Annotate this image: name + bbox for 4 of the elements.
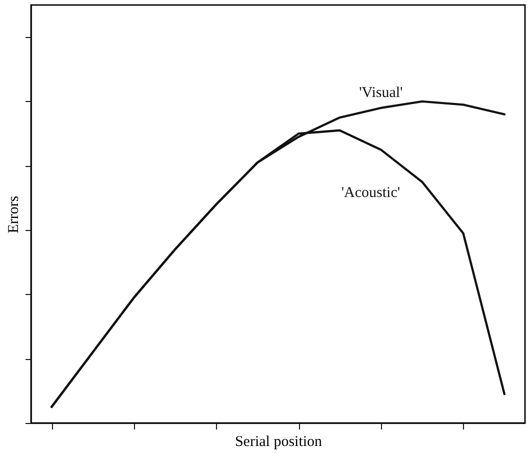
x-axis-title: Serial position: [234, 434, 323, 450]
y-axis-title: Errors: [6, 196, 22, 234]
series-label: 'Visual': [359, 84, 404, 101]
series-label: 'Acoustic': [341, 184, 400, 201]
